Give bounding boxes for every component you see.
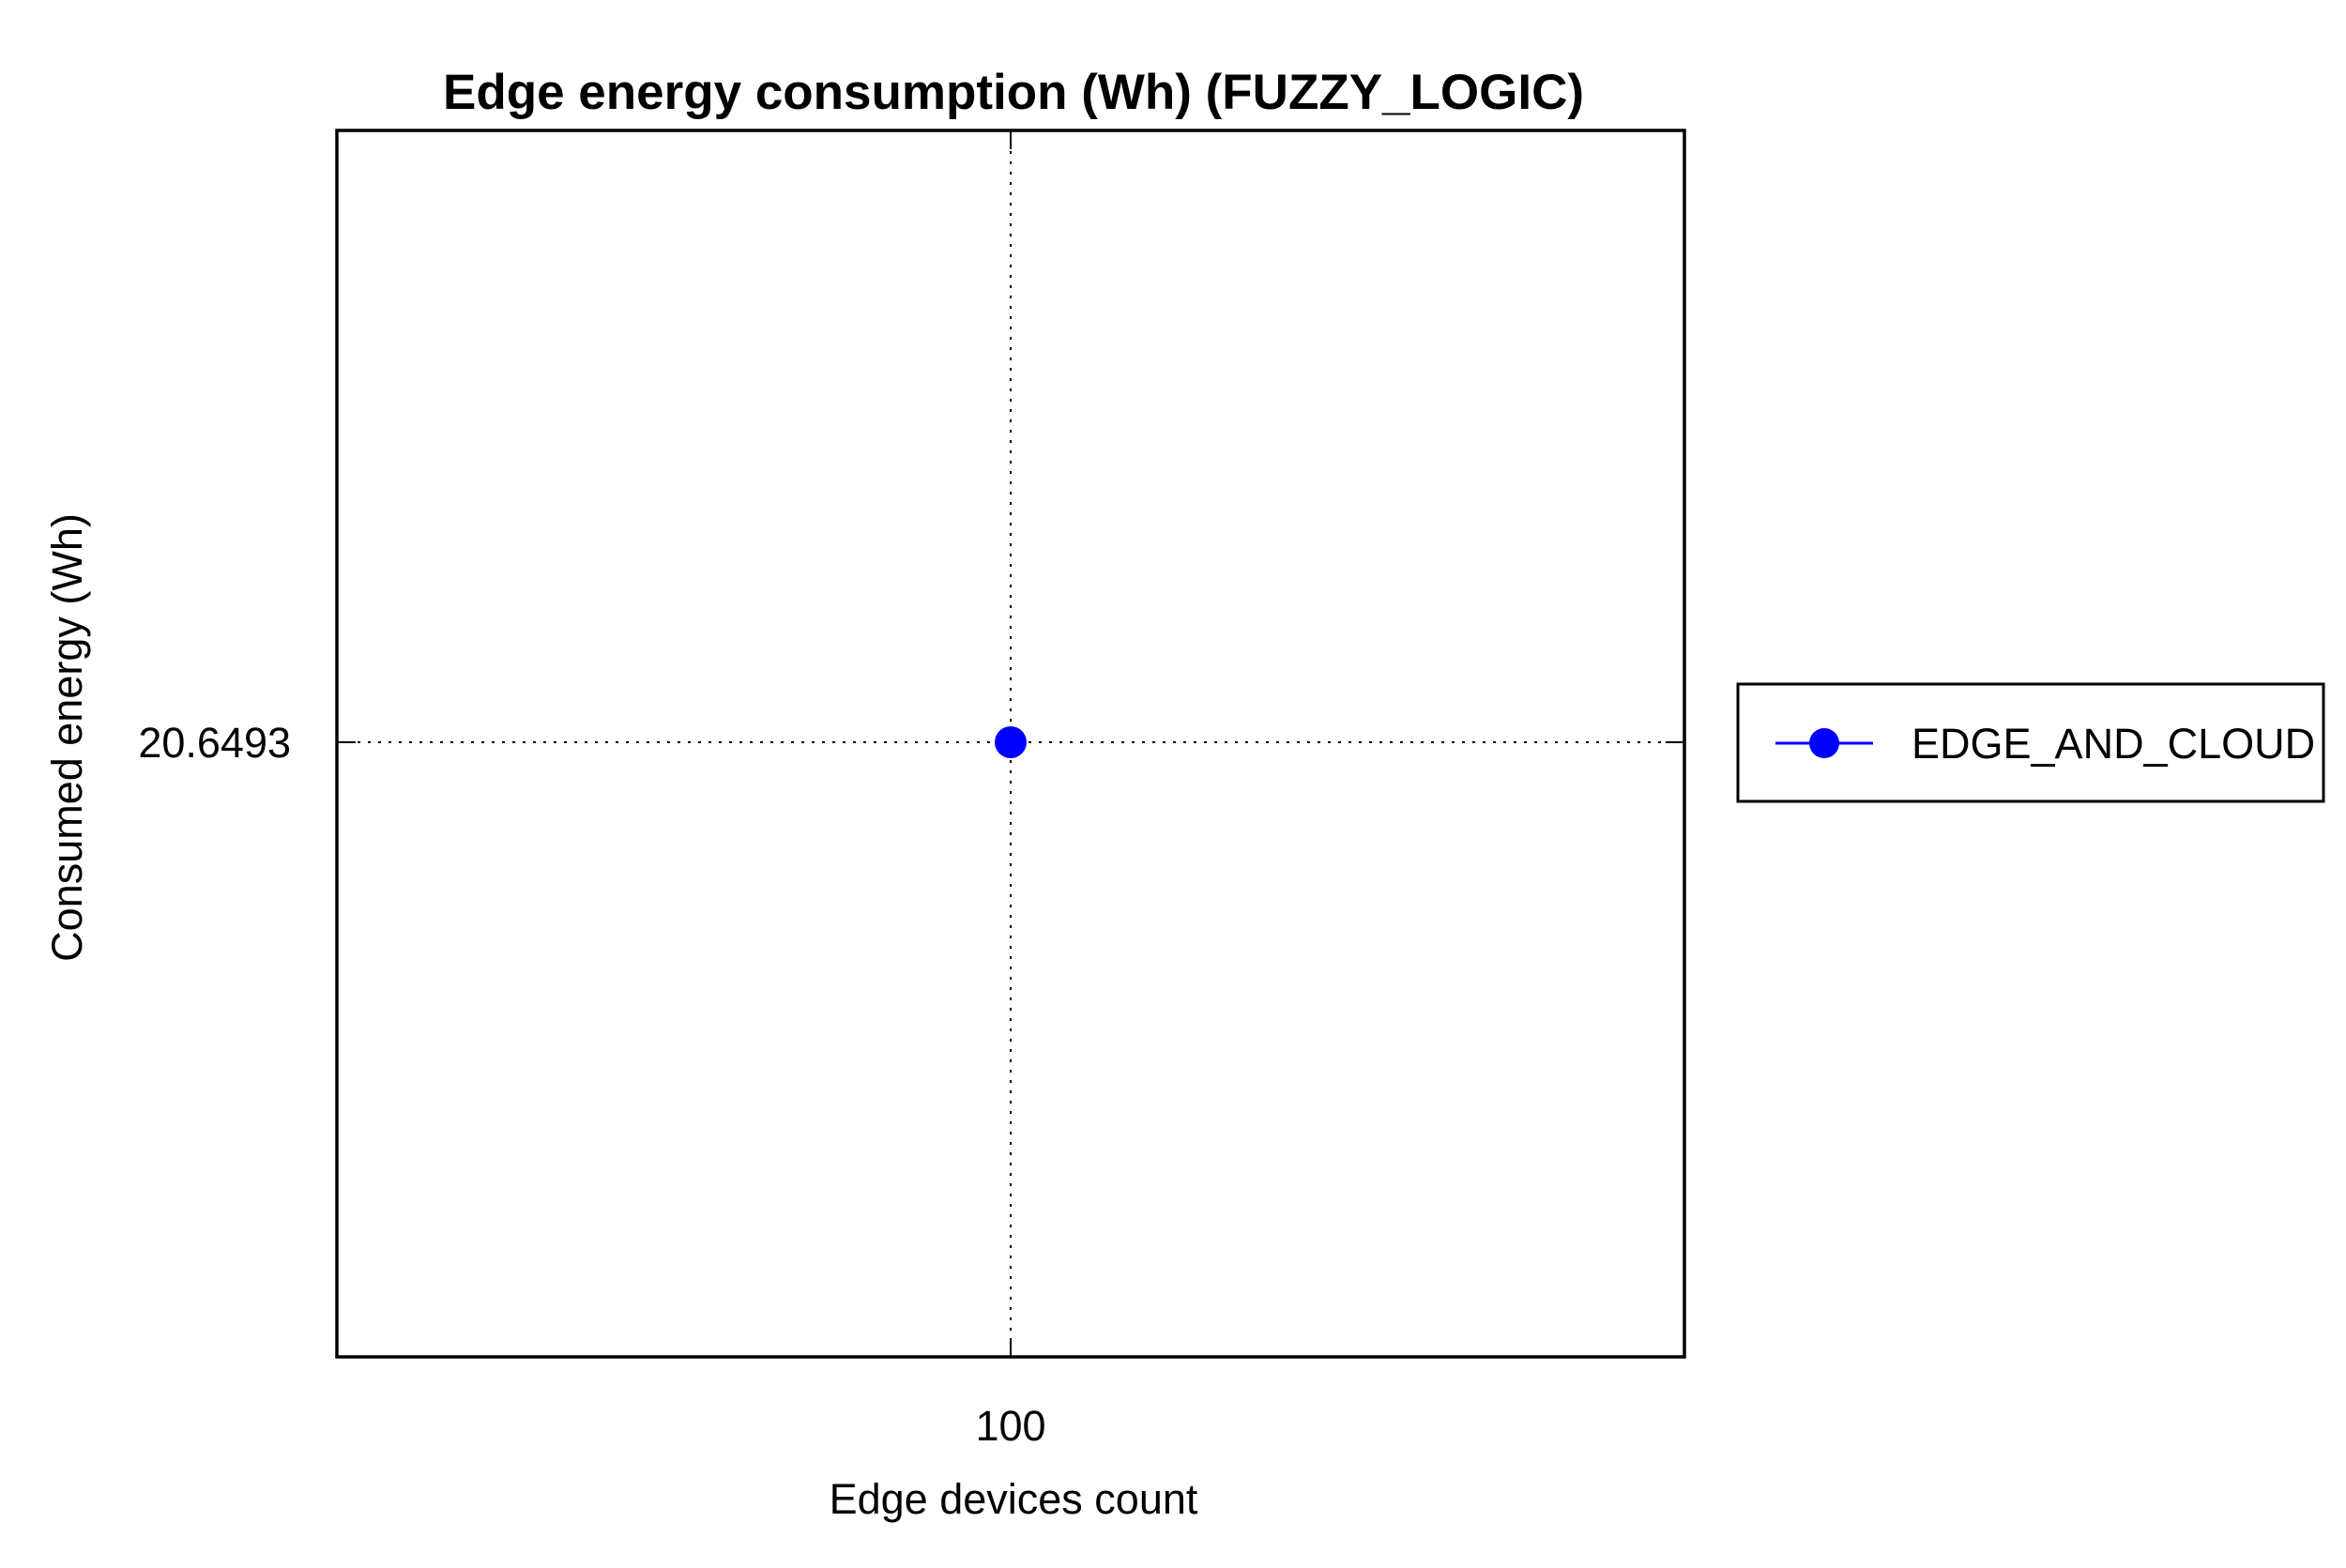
data-point xyxy=(995,726,1027,758)
x-axis-label: Edge devices count xyxy=(830,1475,1198,1523)
y-axis-label: Consumed energy (Wh) xyxy=(43,513,91,962)
series-layer xyxy=(995,726,1027,758)
legend-marker xyxy=(1809,728,1839,758)
legend-items: EDGE_AND_CLOUD xyxy=(1775,720,2315,768)
chart-title: Edge energy consumption (Wh) (FUZZY_LOGI… xyxy=(443,65,1584,120)
y-tick-label: 20.6493 xyxy=(138,719,291,767)
legend-label: EDGE_AND_CLOUD xyxy=(1912,720,2315,768)
legend: EDGE_AND_CLOUD xyxy=(1736,682,2325,803)
axis-ticks: 100 20.6493 xyxy=(138,130,1684,1450)
x-tick-label: 100 xyxy=(975,1402,1045,1450)
